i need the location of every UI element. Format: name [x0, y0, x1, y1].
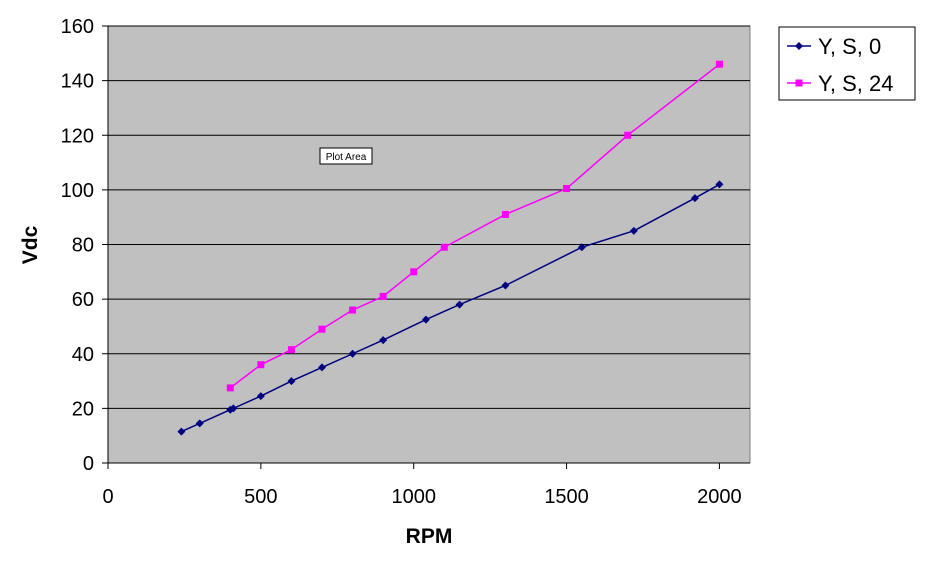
data-point — [421, 315, 430, 324]
data-point — [379, 292, 387, 300]
x-tick-label: 0 — [102, 486, 113, 508]
series-layer — [177, 60, 724, 436]
data-point — [349, 306, 357, 314]
y-tick-label: 120 — [61, 125, 94, 147]
data-point — [348, 349, 357, 358]
data-point — [229, 404, 238, 413]
x-axis-ticks: 0 500 1000 1500 2000 — [102, 463, 742, 508]
y-tick-label: 80 — [72, 235, 94, 257]
x-tick-label: 1000 — [391, 486, 436, 508]
data-point — [624, 131, 632, 139]
legend-items: Y, S, 0 Y, S, 24 — [787, 34, 893, 96]
y-tick-label: 0 — [83, 453, 94, 475]
data-point — [715, 60, 723, 68]
y-tick-label: 140 — [61, 71, 94, 93]
data-point — [690, 194, 699, 203]
x-tick-label: 500 — [244, 486, 277, 508]
data-point — [257, 361, 265, 369]
data-point — [177, 427, 186, 436]
legend-label: Y, S, 0 — [818, 34, 881, 59]
data-point — [318, 363, 326, 372]
data-point — [455, 300, 464, 309]
x-tick-label: 2000 — [697, 486, 742, 508]
data-point — [410, 268, 418, 276]
legend: Y, S, 0 Y, S, 24 — [778, 26, 916, 101]
data-point — [287, 346, 295, 354]
legend-marker — [795, 42, 803, 50]
data-point — [318, 325, 326, 333]
legend-box — [778, 26, 916, 101]
data-point — [226, 384, 234, 392]
data-point — [715, 180, 724, 189]
x-tick-label: 1500 — [544, 486, 589, 508]
y-tick-label: 40 — [72, 344, 94, 366]
series-2 — [226, 60, 723, 392]
legend-item: Y, S, 0 — [787, 34, 881, 59]
data-point — [629, 226, 638, 235]
y-tick-label: 100 — [61, 180, 94, 202]
data-point — [563, 185, 571, 193]
data-point — [577, 243, 586, 252]
legend-label: Y, S, 24 — [818, 71, 893, 96]
y-axis-title: Vdc — [19, 225, 42, 264]
data-point — [256, 392, 265, 401]
data-point — [379, 336, 388, 345]
data-point — [501, 210, 509, 218]
y-tick-label: 20 — [72, 398, 94, 420]
tooltip-label: Plot Area — [326, 152, 367, 163]
data-point — [501, 281, 510, 290]
series-line — [229, 63, 720, 389]
data-point — [195, 419, 204, 428]
y-tick-label: 160 — [61, 16, 94, 38]
tooltip-box — [319, 147, 373, 165]
x-axis-title: RPM — [406, 525, 453, 548]
legend-marker — [795, 79, 803, 87]
y-axis-ticks: 0 20 40 60 80 100 120 140 160 — [61, 16, 108, 475]
series-1 — [177, 180, 724, 436]
data-point — [440, 243, 448, 251]
legend-item: Y, S, 24 — [787, 71, 893, 96]
gridlines — [108, 25, 750, 409]
y-tick-label: 60 — [72, 289, 94, 311]
plot-area-tooltip: Plot Area — [319, 147, 373, 165]
data-point — [287, 377, 296, 386]
